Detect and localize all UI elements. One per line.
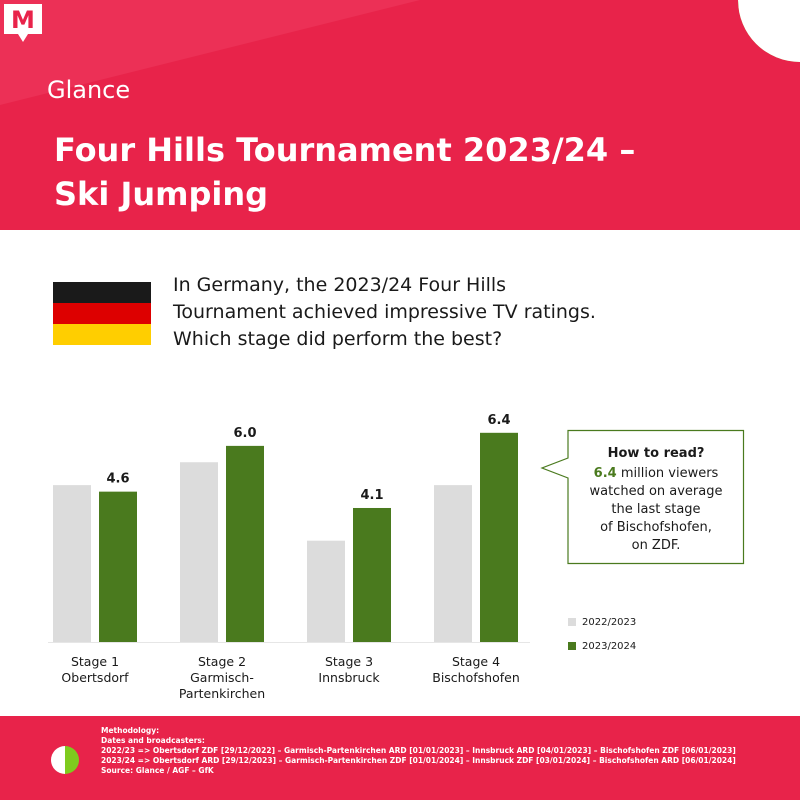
header-background (0, 0, 800, 230)
bar-stage4-2023 (480, 432, 518, 642)
category-label-stage1-line1: Stage 1 (71, 654, 119, 669)
title-line-1: Four Hills Tournament 2023/24 – (54, 131, 636, 169)
bar-stage1-2022 (53, 485, 91, 642)
data-label-stage3: 4.1 (360, 488, 383, 503)
bar-stage2-2023 (226, 445, 264, 642)
flag-stripe-red (53, 303, 151, 324)
data-label-stage4: 6.4 (487, 413, 510, 428)
legend-item-2023: 2023/2024 (568, 636, 636, 656)
category-label-stage2-line1: Stage 2 (198, 654, 246, 669)
data-label-stage1: 4.6 (106, 472, 129, 487)
bar-stage1-2023 (99, 491, 137, 642)
callout-frame (540, 429, 745, 565)
legend-label-2022: 2022/2023 (582, 616, 637, 628)
data-label-stage2: 6.0 (233, 426, 256, 441)
callout-line-5: on ZDF. (631, 538, 681, 553)
intro-question: In Germany, the 2023/24 Four Hills Tourn… (173, 272, 693, 353)
glance-logo-icon: M (4, 4, 42, 42)
methodology-text: Methodology: Dates and broadcasters: 202… (101, 726, 791, 776)
bar-stage3-2023 (353, 507, 391, 642)
callout-line-3: the last stage (611, 502, 701, 517)
question-line-2: Tournament achieved impressive TV rating… (173, 301, 596, 323)
dates-label: Dates and broadcasters: (101, 736, 205, 745)
chart-legend: 2022/2023 2023/2024 (568, 612, 636, 660)
category-label-stage1-line2: Obertsdorf (61, 670, 129, 685)
legend-swatch-2023 (568, 642, 576, 650)
broadcast-line-2022: 2022/23 => Obertsdorf ZDF [29/12/2022] –… (101, 746, 736, 755)
footer-methodology: Methodology: Dates and broadcasters: 202… (0, 716, 800, 800)
svg-text:M: M (11, 6, 35, 34)
how-to-read-callout: How to read? 6.4 million viewers watched… (540, 429, 745, 565)
category-label-stage3-line1: Stage 3 (325, 654, 373, 669)
bar-stage2-2022 (180, 462, 218, 642)
question-line-1: In Germany, the 2023/24 Four Hills (173, 274, 507, 296)
brand-name: Glance (47, 76, 131, 104)
callout-line-4: of Bischofshofen, (600, 520, 712, 535)
flag-stripe-black (53, 282, 151, 303)
bar-stage3-2022 (307, 540, 345, 642)
callout-title: How to read? (607, 446, 705, 461)
legend-label-2023: 2023/2024 (582, 640, 637, 652)
category-label-stage2-line3: Partenkirchen (179, 686, 265, 701)
footer-half-circle-icon (51, 746, 79, 774)
broadcast-line-2023: 2023/24 => Obertsdorf ARD [29/12/2023] –… (101, 756, 736, 765)
germany-flag-icon (53, 282, 151, 345)
methodology-label: Methodology: (101, 726, 160, 735)
flag-stripe-gold (53, 324, 151, 345)
title-line-2: Ski Jumping (54, 175, 269, 213)
category-label-stage4-line1: Stage 4 (452, 654, 500, 669)
callout-line-1: million viewers (616, 466, 719, 481)
callout-text: How to read? 6.4 million viewers watched… (568, 445, 744, 555)
category-label-stage3-line2: Innsbruck (318, 670, 380, 685)
page-title: Four Hills Tournament 2023/24 – Ski Jump… (54, 128, 754, 216)
legend-swatch-2022 (568, 618, 576, 626)
question-line-3: Which stage did perform the best? (173, 328, 503, 350)
category-label-stage2-line2: Garmisch- (190, 670, 254, 685)
source-line: Source: Glance / AGF – GfK (101, 766, 214, 775)
legend-item-2022: 2022/2023 (568, 612, 636, 632)
callout-highlight-number: 6.4 (593, 466, 617, 481)
callout-line-2: watched on average (589, 484, 723, 499)
header-banner: M Glance Four Hills Tournament 2023/24 –… (0, 0, 800, 230)
bar-stage4-2022 (434, 485, 472, 642)
category-label-stage4-line2: Bischofshofen (432, 670, 520, 685)
